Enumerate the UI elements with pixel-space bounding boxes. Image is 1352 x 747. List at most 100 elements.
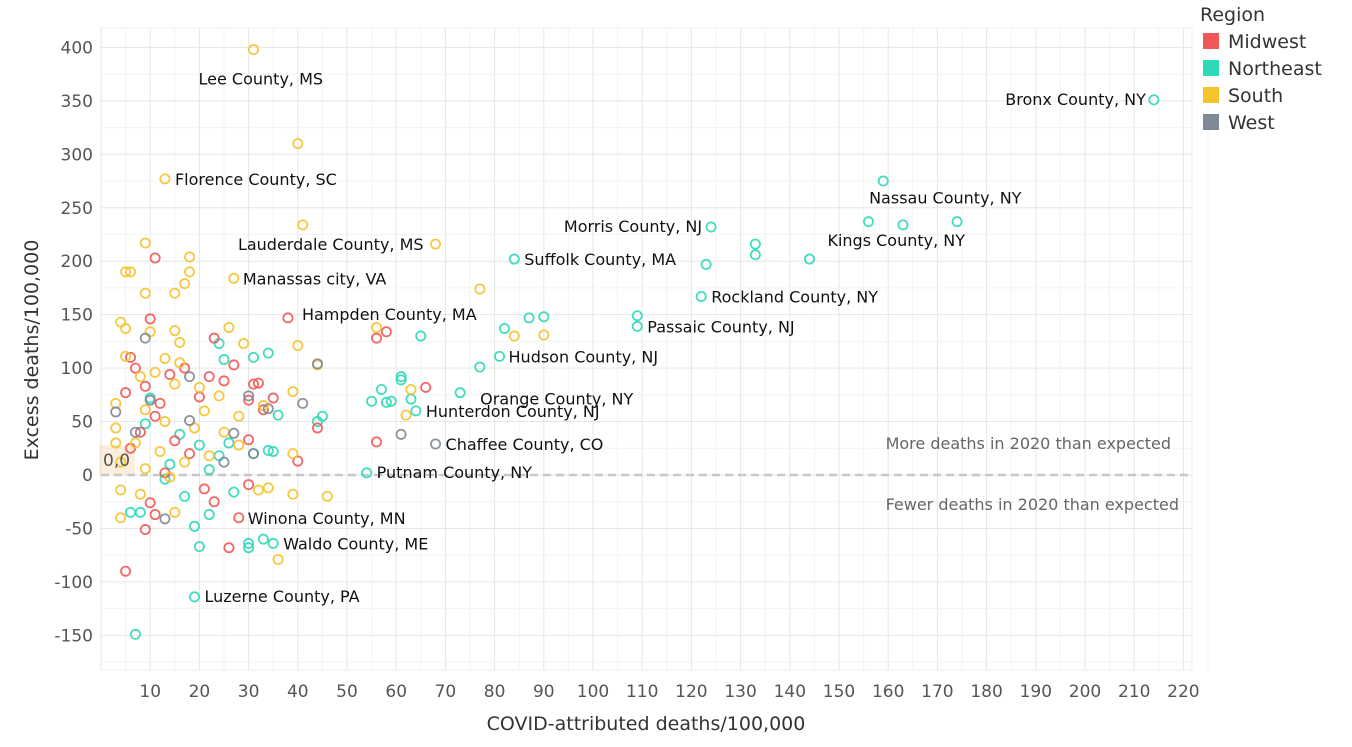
y-tick-label: 150 [61, 306, 93, 326]
data-point [267, 445, 279, 457]
data-point [139, 332, 151, 344]
data-point [223, 542, 235, 554]
data-point [361, 467, 373, 479]
axes: 10 20 30 40 50 60 70 80 90 100 110 120 130 140 150 160 1… [54, 38, 1199, 702]
data-point [248, 44, 260, 56]
data-point [154, 445, 166, 457]
data-point [159, 473, 171, 485]
data-point [184, 414, 196, 426]
data-point [494, 350, 506, 362]
data-point [159, 352, 171, 364]
data-point [311, 416, 323, 428]
data-point [257, 533, 269, 545]
data-point [208, 332, 220, 344]
x-axis-title: COVID-attributed deaths/100,000 [487, 713, 806, 735]
x-tick-label: 130 [724, 682, 756, 702]
point-label: Lauderdale County, MS [238, 235, 424, 254]
legend-label-west: West [1228, 112, 1275, 134]
data-point [430, 438, 442, 450]
data-point [292, 455, 304, 467]
data-point [262, 403, 274, 415]
data-point [267, 392, 279, 404]
data-point [125, 351, 137, 363]
data-point [179, 456, 191, 468]
point-label: Orange County, NY [480, 390, 633, 409]
y-tick-label: 350 [61, 92, 93, 112]
x-tick-label: 40 [287, 682, 309, 702]
data-point [228, 427, 240, 439]
data-point [538, 329, 550, 341]
data-point [631, 310, 643, 322]
data-point [134, 426, 146, 438]
data-point [139, 524, 151, 536]
data-point [1148, 94, 1160, 106]
point-label: Hudson County, NJ [509, 347, 659, 366]
data-point [120, 323, 132, 335]
point-label: Chaffee County, CO [446, 435, 604, 454]
data-point [139, 404, 151, 416]
note-fewer-deaths: Fewer deaths in 2020 than expected [886, 495, 1179, 514]
data-point [262, 347, 274, 359]
data-point [184, 266, 196, 278]
data-point [169, 435, 181, 447]
y-tick-label: 200 [61, 252, 93, 272]
data-point [149, 509, 161, 521]
data-point [218, 354, 230, 366]
data-point [252, 377, 264, 389]
x-tick-label: 170 [921, 682, 953, 702]
point-label: Florence County, SC [175, 170, 337, 189]
point-label: Hampden County, MA [302, 305, 477, 324]
data-point [371, 332, 383, 344]
x-tick-label: 50 [336, 682, 358, 702]
data-point [174, 428, 186, 440]
data-point [149, 366, 161, 378]
legend-swatch-south [1203, 87, 1219, 103]
data-points [110, 44, 1160, 640]
data-point [297, 219, 309, 231]
y-tick-label: 50 [71, 413, 93, 433]
data-point [198, 483, 210, 495]
data-point [267, 537, 279, 549]
data-point [134, 371, 146, 383]
y-tick-label: 400 [61, 38, 93, 58]
point-annotations: Lee County, MS Bronx County, NY Florence C… [175, 70, 1146, 606]
data-point [193, 541, 205, 553]
x-tick-label: 80 [484, 682, 506, 702]
x-tick-label: 160 [872, 682, 904, 702]
y-tick-label: -50 [65, 519, 93, 539]
data-point [415, 330, 427, 342]
data-point [292, 340, 304, 352]
data-point [149, 252, 161, 264]
data-point [218, 375, 230, 387]
data-point [169, 506, 181, 518]
data-point [375, 383, 387, 395]
y-tick-label: 100 [61, 359, 93, 379]
x-tick-label: 110 [626, 682, 658, 702]
x-tick-label: 120 [675, 682, 707, 702]
data-point [179, 278, 191, 290]
y-tick-label: -150 [54, 626, 93, 646]
data-point [262, 482, 274, 494]
data-point [129, 437, 141, 449]
legend-swatch-northeast [1203, 60, 1219, 76]
data-point [223, 321, 235, 333]
data-point [164, 458, 176, 470]
data-point [311, 358, 323, 370]
legend-label-northeast: Northeast [1228, 58, 1322, 80]
data-point [297, 397, 309, 409]
x-tick-label: 70 [435, 682, 457, 702]
data-point [144, 394, 156, 406]
data-point [213, 390, 225, 402]
data-point [371, 321, 383, 333]
data-point [228, 486, 240, 498]
point-label: Lee County, MS [199, 70, 324, 89]
data-point [695, 290, 707, 302]
data-point [139, 237, 151, 249]
data-point [129, 628, 141, 640]
data-point [700, 258, 712, 270]
y-tick-label: 0 [82, 466, 93, 486]
data-point [159, 416, 171, 428]
data-point [174, 336, 186, 348]
data-point [203, 371, 215, 383]
